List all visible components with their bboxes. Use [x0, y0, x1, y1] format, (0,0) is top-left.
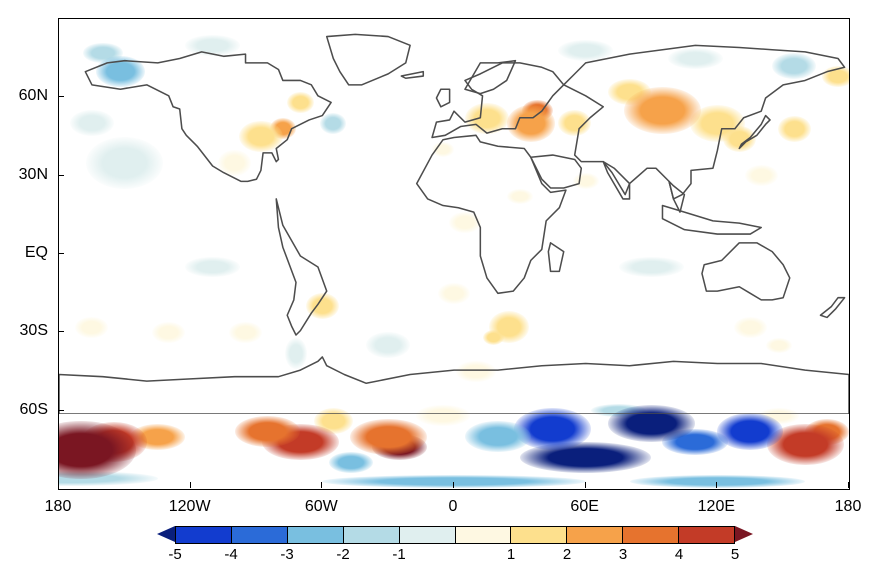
y-tick-label: 30N [19, 166, 48, 184]
colorbar-tick-label: -3 [280, 546, 293, 563]
anomaly-blob [456, 361, 496, 382]
anomaly-blob [449, 212, 482, 233]
anomaly-blob [668, 48, 723, 69]
colorbar-segment [400, 526, 456, 544]
x-tick [190, 482, 191, 488]
anomaly-blob [772, 53, 816, 79]
anomaly-blob [619, 257, 685, 278]
anomaly-blob [432, 142, 454, 158]
y-tick-label: EQ [25, 244, 48, 262]
x-tick-label: 180 [835, 498, 862, 516]
anomaly-blob [185, 257, 240, 278]
colorbar-tick-label: 4 [675, 546, 683, 563]
anomaly-blob [70, 110, 114, 136]
colorbar-tick-label: -1 [392, 546, 405, 563]
x-tick-label: 180 [45, 498, 72, 516]
y-tick [58, 175, 64, 176]
colorbar-segment [511, 526, 567, 544]
x-tick-label: 120E [698, 498, 735, 516]
anomaly-blob [152, 322, 185, 343]
colorbar-tick-label: 1 [507, 546, 515, 563]
y-tick [58, 331, 64, 332]
anomaly-blob [416, 405, 471, 426]
colorbar-tick-label: 3 [619, 546, 627, 563]
colorbar-arrow-left [157, 526, 175, 542]
x-tick [321, 482, 322, 488]
colorbar-segment [175, 526, 232, 544]
x-tick-label: 120W [169, 498, 211, 516]
anomaly-blob [350, 419, 427, 456]
anomaly-blob [96, 56, 144, 87]
anomaly-blob [573, 173, 599, 189]
anomaly-blob [745, 165, 778, 186]
anomaly-blob [320, 113, 346, 134]
colorbar-tick-label: -2 [336, 546, 349, 563]
anomaly-blob [608, 405, 696, 442]
anomaly-blob [287, 92, 313, 113]
x-tick-label: 60E [570, 498, 598, 516]
y-tick [58, 253, 64, 254]
anomaly-blob [329, 452, 373, 473]
plot-area [58, 18, 850, 490]
x-axis: 180120W60W060E120E180 [58, 488, 848, 512]
y-tick [58, 410, 64, 411]
x-tick-label: 0 [449, 498, 458, 516]
colorbar-segment [623, 526, 679, 544]
anomaly-blob [306, 293, 339, 319]
anomaly-blob [366, 332, 410, 358]
x-tick-label: 60W [305, 498, 338, 516]
anomaly-blob [465, 421, 531, 452]
colorbar-segments [175, 526, 735, 542]
y-tick [58, 96, 64, 97]
anomaly-blob [229, 322, 262, 343]
anomaly-blob [86, 137, 163, 189]
colorbar-segment [567, 526, 623, 544]
anomaly-blob [465, 103, 509, 134]
x-tick [848, 482, 849, 488]
colorbar-segment [288, 526, 344, 544]
anomaly-blob [624, 87, 701, 134]
colorbar-tick-label: 5 [731, 546, 739, 563]
anomaly-blob [438, 283, 471, 304]
colorbar-segment [456, 526, 512, 544]
colorbar-segment [344, 526, 400, 544]
anomaly-blob [558, 110, 591, 136]
y-axis: 60N 30N EQ 30S 60S [10, 18, 56, 488]
colorbar-tick-label: -4 [224, 546, 237, 563]
colorbar: -5-4-3-2-112345 [175, 526, 735, 564]
anomaly-blob [75, 317, 108, 338]
y-tick-label: 30S [20, 322, 48, 340]
anomaly-blob [239, 121, 283, 152]
y-tick-label: 60N [19, 87, 48, 105]
x-tick [453, 482, 454, 488]
chart-container: 60N 30N EQ 30S 60S [10, 10, 863, 564]
x-tick [58, 482, 59, 488]
x-tick [716, 482, 717, 488]
colorbar-segment [232, 526, 288, 544]
colorbar-tick-label: 2 [563, 546, 571, 563]
y-tick-label: 60S [20, 401, 48, 419]
anomaly-blob [507, 105, 555, 142]
x-tick [585, 482, 586, 488]
colorbar-arrow-right [735, 526, 753, 542]
colorbar-segment [679, 526, 735, 544]
anomaly-blob [489, 311, 529, 342]
anomaly-blob [285, 338, 307, 369]
anomaly-blob [218, 150, 251, 176]
anomaly-blob [558, 40, 613, 61]
anomaly-blob [778, 116, 811, 142]
anomaly-blob [822, 66, 850, 87]
colorbar-labels: -5-4-3-2-112345 [175, 546, 735, 566]
anomaly-blob [734, 317, 767, 338]
anomaly-blob [507, 189, 533, 205]
colorbar-tick-label: -5 [168, 546, 181, 563]
anomaly-blob [185, 35, 240, 56]
anomaly-blob [766, 338, 792, 354]
